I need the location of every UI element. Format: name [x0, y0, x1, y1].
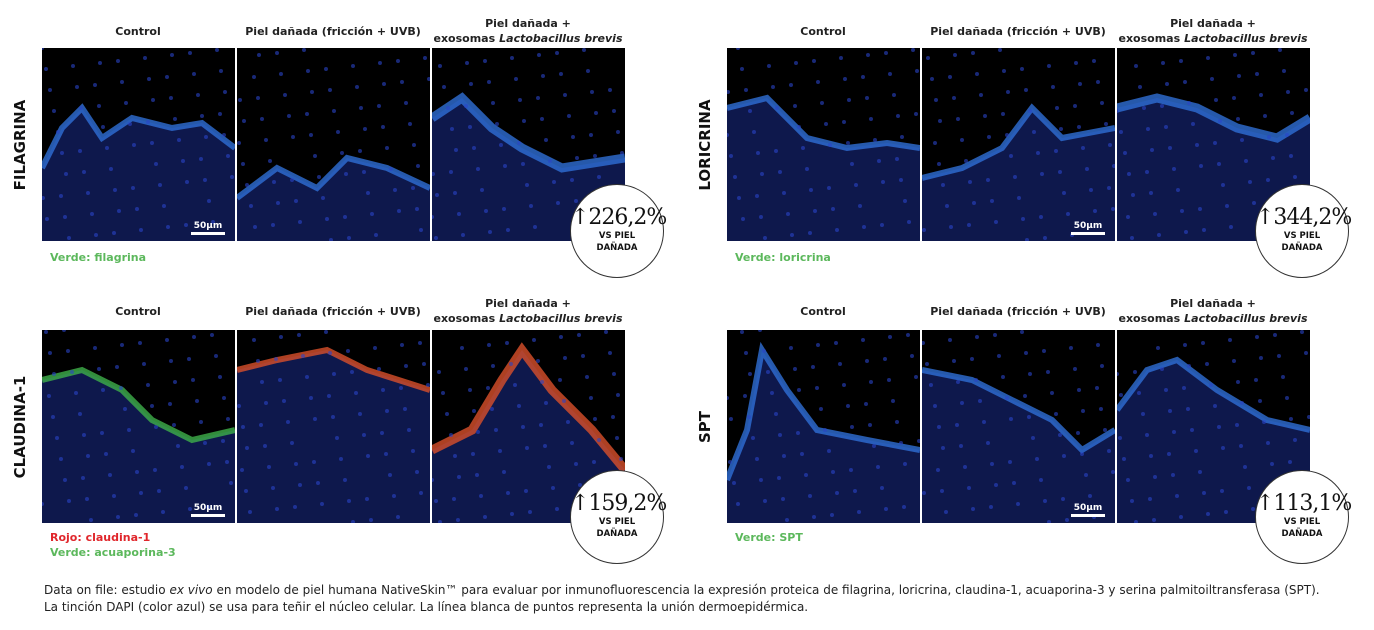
- column-header: Control: [38, 24, 238, 39]
- badge: ↑226,2% VS PIEL DAÑADA: [570, 184, 667, 278]
- column-header: Control: [723, 304, 923, 319]
- column-header: Piel dañada (fricción + UVB): [233, 24, 433, 39]
- column-header: Piel dañada + exosomas Lactobacillus brevi…: [1113, 16, 1313, 46]
- footer-text: en modelo de piel humana NativeSkin™ par…: [216, 583, 1320, 597]
- header-text: Piel dañada +: [485, 297, 571, 310]
- badge-caption: VS PIEL: [598, 231, 636, 241]
- micrograph: 50μm: [922, 48, 1115, 241]
- column-header: Piel dañada (fricción + UVB): [233, 304, 433, 319]
- header-text: Piel dañada +: [1170, 297, 1256, 310]
- header-species: Lactobacillus brevis: [499, 312, 623, 325]
- tissue: [432, 330, 625, 523]
- column-header: Piel dañada (fricción + UVB): [918, 304, 1118, 319]
- header-text: Control: [800, 305, 846, 318]
- footer-text: Data on file: estudio: [44, 583, 166, 597]
- badge: ↑344,2% VS PIEL DAÑADA: [1255, 184, 1352, 278]
- marker-label: FILAGRINA: [11, 99, 29, 191]
- scale-bar: 50μm: [1071, 221, 1105, 235]
- header-text: Control: [800, 25, 846, 38]
- header-text: Piel dañada +: [485, 17, 571, 30]
- badge-caption: VS PIEL: [1283, 517, 1321, 527]
- tissue: [42, 48, 235, 241]
- badge-caption: DAÑADA: [1281, 529, 1323, 539]
- micrograph: [237, 48, 430, 241]
- header-line: exosomas Lactobacillus brevis: [428, 311, 628, 326]
- micrograph: [1117, 330, 1310, 523]
- tissue: [922, 48, 1115, 241]
- footer-italic: ex vivo: [169, 583, 213, 597]
- marker-label: LORICRINA: [696, 99, 714, 191]
- micrograph: 50μm: [42, 330, 235, 523]
- header-text: exosomas: [433, 312, 496, 325]
- footer-line: La tinción DAPI (color azul) se usa para…: [44, 600, 809, 614]
- scale-line: [1071, 232, 1105, 235]
- header-text: Piel dañada (fricción + UVB): [930, 25, 1106, 38]
- header-text: Piel dañada (fricción + UVB): [245, 25, 421, 38]
- badge-caption: DAÑADA: [1281, 243, 1323, 253]
- scale-text: 50μm: [193, 503, 223, 513]
- scale-line: [1071, 514, 1105, 517]
- marker-label: SPT: [696, 410, 714, 444]
- header-text: exosomas: [1118, 32, 1181, 45]
- legend-text: Verde: filagrina: [50, 251, 147, 264]
- badge-caption: DAÑADA: [596, 243, 638, 253]
- badge-caption: VS PIEL: [598, 517, 636, 527]
- header-line: exosomas Lactobacillus brevis: [1113, 31, 1313, 46]
- tissue: [1117, 330, 1310, 523]
- micrograph: 50μm: [42, 48, 235, 241]
- scale-line: [191, 232, 225, 235]
- column-header: Piel dañada (fricción + UVB): [918, 24, 1118, 39]
- micrograph: 50μm: [922, 330, 1115, 523]
- tissue: [237, 48, 430, 241]
- header-species: Lactobacillus brevis: [499, 32, 623, 45]
- header-text: exosomas: [433, 32, 496, 45]
- footer-line: Data on file: estudio ex vivo en modelo …: [44, 582, 1320, 599]
- badge: ↑159,2% VS PIEL DAÑADA: [570, 470, 667, 564]
- micrograph: [727, 330, 920, 523]
- tissue: [42, 330, 235, 523]
- tissue: [237, 330, 430, 523]
- marker-label: CLAUDINA-1: [11, 375, 29, 479]
- badge: ↑113,1% VS PIEL DAÑADA: [1255, 470, 1352, 564]
- tissue: [727, 330, 920, 523]
- micrograph: [237, 330, 430, 523]
- scale-text: 50μm: [193, 221, 223, 231]
- header-line: exosomas Lactobacillus brevis: [428, 31, 628, 46]
- header-text: Piel dañada (fricción + UVB): [245, 305, 421, 318]
- legend-text: Verde: acuaporina-3: [50, 546, 176, 559]
- header-text: Control: [115, 305, 161, 318]
- scale-bar: 50μm: [191, 503, 225, 517]
- header-species: Lactobacillus brevis: [1184, 32, 1308, 45]
- header-text: Control: [115, 25, 161, 38]
- scale-text: 50μm: [1073, 221, 1103, 231]
- tissue: [922, 330, 1115, 523]
- header-text: Piel dañada (fricción + UVB): [930, 305, 1106, 318]
- badge-value: ↑226,2%: [571, 205, 667, 230]
- column-header: Control: [723, 24, 923, 39]
- legend-text: Verde: loricrina: [735, 251, 831, 264]
- badge-value: ↑113,1%: [1256, 491, 1352, 516]
- header-species: Lactobacillus brevis: [1184, 312, 1308, 325]
- header-text: exosomas: [1118, 312, 1181, 325]
- scale-bar: 50μm: [1071, 503, 1105, 517]
- header-line: exosomas Lactobacillus brevis: [1113, 311, 1313, 326]
- column-header: Piel dañada + exosomas Lactobacillus brevi…: [428, 16, 628, 46]
- column-header: Control: [38, 304, 238, 319]
- scale-text: 50μm: [1073, 503, 1103, 513]
- column-header: Piel dañada + exosomas Lactobacillus brevi…: [428, 296, 628, 326]
- badge-value: ↑344,2%: [1256, 205, 1352, 230]
- badge-value: ↑159,2%: [571, 491, 667, 516]
- scale-line: [191, 514, 225, 517]
- badge-caption: DAÑADA: [596, 529, 638, 539]
- tissue: [727, 48, 920, 241]
- legend-text: Verde: SPT: [735, 531, 803, 544]
- legend-text: Rojo: claudina-1: [50, 531, 151, 544]
- micrograph: [727, 48, 920, 241]
- scale-bar: 50μm: [191, 221, 225, 235]
- header-text: Piel dañada +: [1170, 17, 1256, 30]
- badge-caption: VS PIEL: [1283, 231, 1321, 241]
- column-header: Piel dañada + exosomas Lactobacillus brevi…: [1113, 296, 1313, 326]
